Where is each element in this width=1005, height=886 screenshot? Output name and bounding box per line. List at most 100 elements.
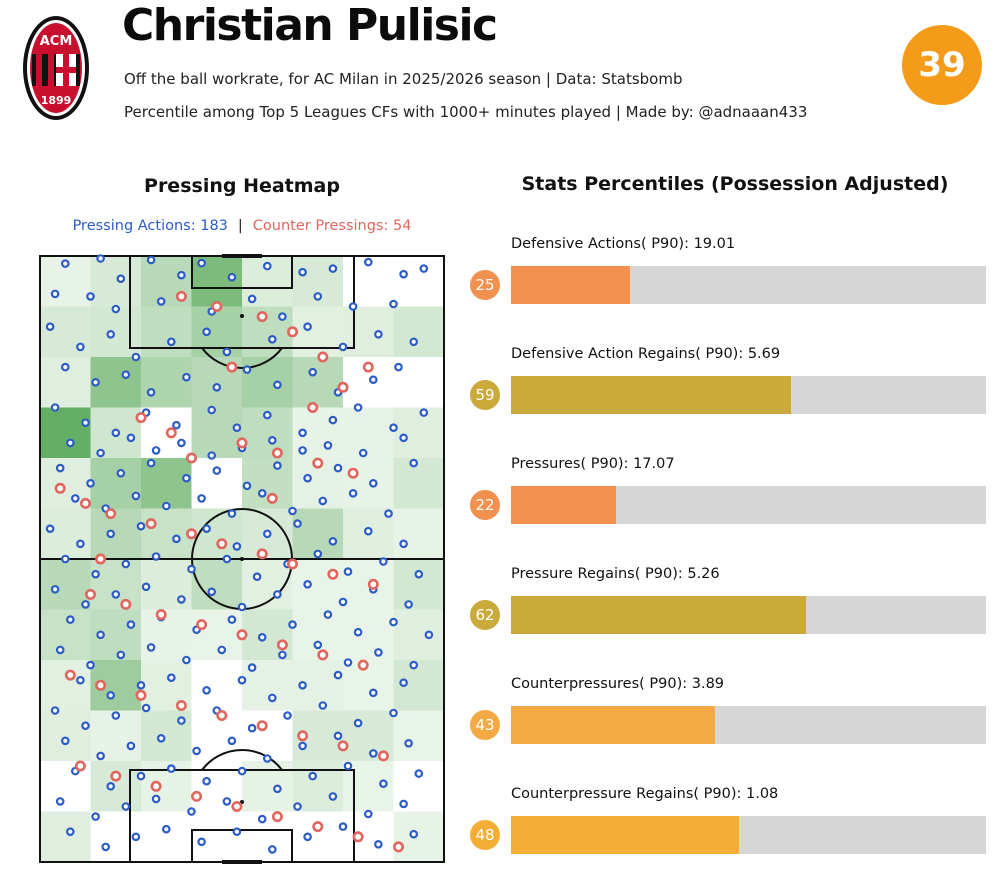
- pressing-action-point: [202, 776, 211, 786]
- stat-label: Counterpressure Regains( P90): 1.08: [511, 786, 779, 802]
- stat-label: Defensive Action Regains( P90): 5.69: [511, 346, 781, 362]
- pressing-action-point: [252, 572, 262, 582]
- counter-pressing-point: [95, 553, 107, 565]
- pressing-action-point: [343, 658, 353, 667]
- pressing-action-point: [237, 675, 247, 685]
- pressing-action-point: [318, 496, 328, 506]
- pressing-action-point: [409, 829, 419, 839]
- pressing-action-point: [293, 802, 302, 811]
- pressing-action-point: [50, 289, 60, 299]
- centre-spot: [240, 557, 244, 561]
- stat-bar-fill: [511, 486, 616, 524]
- pressing-action-point: [141, 703, 151, 713]
- stat-row: Defensive Action Regains( P90): 5.69 59: [470, 346, 990, 446]
- counter-pressing-point: [317, 351, 329, 363]
- pressing-action-point: [60, 554, 70, 564]
- pressing-action-point: [227, 509, 237, 518]
- pressing-action-point: [212, 383, 222, 392]
- counter-pressing-point: [175, 699, 187, 711]
- pressing-action-point: [121, 802, 131, 811]
- pressing-action-point: [298, 741, 307, 751]
- pressing-action-point: [177, 716, 186, 725]
- pressing-action-point: [91, 569, 100, 579]
- counter-pressing-point: [377, 750, 389, 762]
- pressing-action-point: [273, 590, 282, 599]
- pressing-action-point: [65, 615, 75, 624]
- pressing-action-point: [303, 832, 312, 842]
- counter-pressing-point: [211, 300, 223, 312]
- pressing-action-point: [167, 337, 176, 347]
- counter-pressing-point: [256, 311, 268, 323]
- stat-bar-fill: [511, 266, 630, 304]
- pressing-action-point: [257, 632, 267, 642]
- pressing-action-point: [353, 627, 363, 637]
- subtitle-line-1: Off the ball workrate, for AC Milan in 2…: [124, 70, 683, 88]
- pressing-action-point: [328, 792, 338, 801]
- counter-pressing-point: [196, 619, 208, 631]
- pressing-action-point: [409, 458, 419, 468]
- heatmap-cell: [343, 306, 394, 357]
- pressing-action-point: [60, 259, 70, 268]
- pressing-action-point: [222, 797, 232, 806]
- heatmap-title: Pressing Heatmap: [144, 175, 340, 197]
- heatmap-cell: [40, 407, 91, 458]
- pressing-action-point: [126, 433, 136, 443]
- counter-pressing-point: [191, 790, 203, 802]
- pressing-action-point: [263, 529, 272, 539]
- bottom-penalty-arc: [201, 749, 283, 771]
- stat-percentile-badge: 59: [470, 380, 500, 410]
- heatmap-cell: [343, 609, 394, 660]
- pressing-action-point: [303, 579, 312, 589]
- logo-bottom-text: 1899: [41, 94, 72, 107]
- pressing-action-point: [263, 754, 272, 763]
- pressing-action-point: [151, 552, 161, 561]
- counter-pressing-point: [135, 689, 147, 701]
- pressing-action-point: [379, 779, 388, 789]
- heatmap-cell: [40, 609, 91, 660]
- counter-pressing-point: [266, 492, 278, 504]
- counter-pressing-point: [307, 402, 319, 414]
- pressing-action-point: [111, 590, 121, 599]
- counter-pressing-point: [150, 780, 162, 792]
- counter-pressing-point: [347, 467, 359, 479]
- pressing-action-point: [394, 362, 403, 372]
- heatmap-cell: [343, 660, 394, 711]
- pressing-action-point: [86, 479, 95, 488]
- pressing-action-point: [363, 809, 373, 819]
- pressing-action-point: [227, 736, 237, 746]
- pressing-action-point: [323, 441, 333, 450]
- pressing-action-point: [232, 542, 242, 551]
- pressing-action-point: [368, 749, 378, 758]
- stat-percentile-badge: 22: [470, 490, 500, 520]
- pressing-action-point: [353, 718, 363, 728]
- pressing-action-point: [126, 741, 136, 751]
- pressing-action-point: [414, 769, 424, 778]
- counter-pressing-point: [165, 427, 177, 439]
- stat-percentile-badge: 25: [470, 270, 500, 300]
- stat-bar-track: [511, 706, 986, 744]
- pressing-action-point: [363, 257, 373, 267]
- counter-pressing-point: [337, 740, 349, 752]
- pressing-action-point: [389, 708, 398, 718]
- pressing-action-point: [156, 733, 166, 743]
- heatmap-cell: [242, 357, 293, 408]
- pressing-action-point: [126, 620, 136, 629]
- top-penalty-spot: [240, 314, 244, 318]
- pressing-action-point: [197, 837, 206, 847]
- counter-pressing-point: [337, 381, 349, 393]
- pressing-action-point: [227, 272, 237, 282]
- heatmap-cell: [90, 559, 141, 610]
- pressing-action-point: [177, 595, 186, 604]
- pressing-action-point: [207, 405, 217, 415]
- pressing-action-point: [86, 292, 95, 301]
- pressing-action-point: [404, 600, 413, 609]
- pressing-action-point: [156, 297, 166, 306]
- counter-pressing-point: [276, 639, 288, 651]
- legend-separator: |: [237, 218, 243, 234]
- heatmap-cell: [90, 458, 141, 509]
- bottom-goal: [222, 860, 262, 864]
- pressing-action-point: [136, 771, 146, 781]
- counter-pressing-point: [95, 679, 107, 691]
- counter-pressing-point: [216, 709, 228, 721]
- pressing-action-point: [257, 489, 267, 498]
